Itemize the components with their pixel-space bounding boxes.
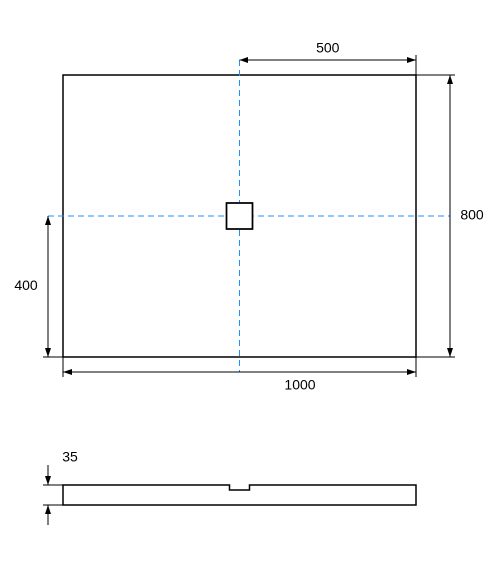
technical-drawing: 500 800 400 1000 35 — [0, 0, 500, 563]
dim-400: 400 — [14, 216, 63, 357]
dim-1000-label: 1000 — [284, 377, 315, 393]
dim-35-label: 35 — [62, 449, 78, 465]
side-view — [63, 485, 416, 505]
dim-500: 500 — [240, 40, 417, 75]
dim-35: 35 — [43, 449, 78, 525]
dim-800-label: 800 — [460, 207, 484, 223]
dim-800: 800 — [416, 75, 484, 357]
dim-400-label: 400 — [14, 277, 38, 293]
dim-500-label: 500 — [316, 40, 340, 56]
